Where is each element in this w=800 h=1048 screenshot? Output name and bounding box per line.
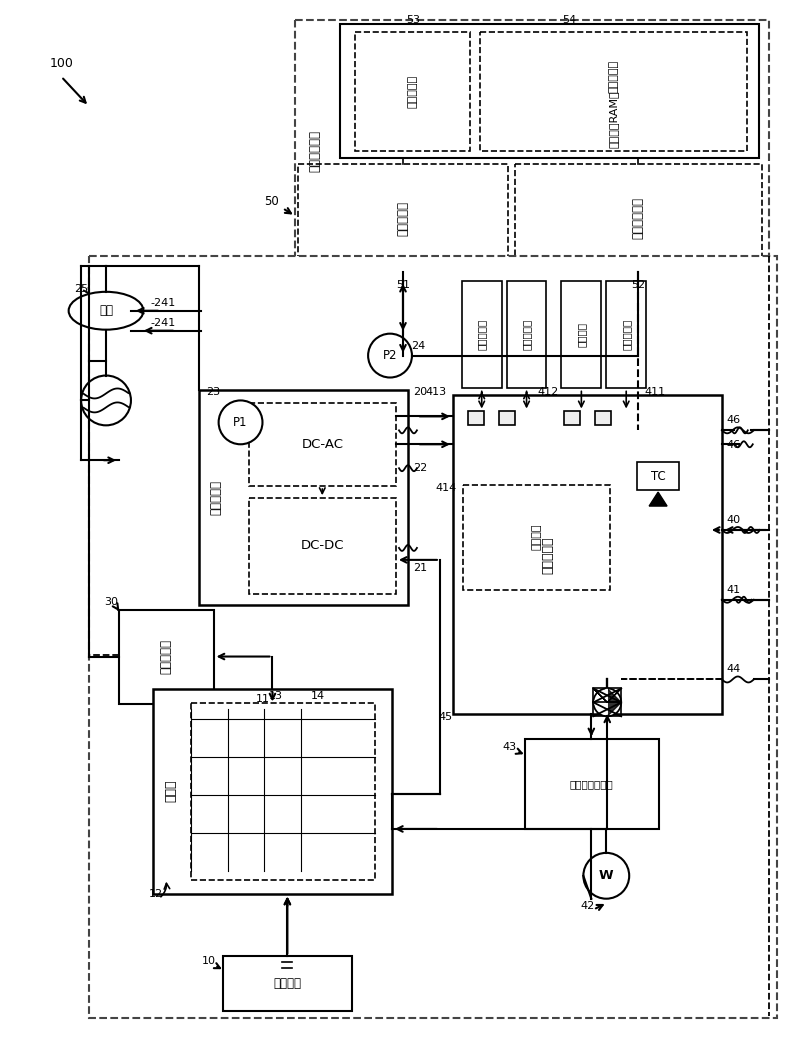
Bar (453, 395, 722, 715)
Bar (506, 281, 546, 389)
Circle shape (583, 853, 630, 899)
Bar (249, 498, 396, 594)
Text: 14: 14 (311, 692, 326, 701)
Text: 输出暖气水: 输出暖气水 (477, 319, 486, 350)
Circle shape (594, 689, 622, 717)
Circle shape (218, 400, 262, 444)
Text: TC: TC (650, 470, 666, 483)
Bar (565, 412, 580, 425)
Bar (249, 403, 396, 486)
Circle shape (81, 375, 131, 425)
Text: DC-AC: DC-AC (302, 438, 343, 451)
Text: 22: 22 (413, 463, 427, 474)
Bar (89, 256, 777, 1019)
Text: 45: 45 (438, 713, 453, 722)
Text: P1: P1 (234, 416, 248, 429)
Bar (222, 957, 352, 1011)
Text: 43: 43 (502, 742, 517, 752)
Text: 20: 20 (413, 388, 427, 397)
Text: 发电原料: 发电原料 (274, 977, 302, 990)
Text: 经济性识别器: 经济性识别器 (632, 197, 645, 239)
Text: 50: 50 (264, 195, 278, 208)
Text: 供给自来水: 供给自来水 (622, 319, 631, 350)
Bar (190, 703, 375, 879)
Text: W: W (599, 869, 614, 882)
Text: 54: 54 (562, 15, 577, 25)
Text: 30: 30 (104, 596, 118, 607)
Ellipse shape (69, 291, 143, 330)
Bar (462, 281, 502, 389)
Text: DC-DC: DC-DC (301, 540, 344, 552)
Text: 辅助设备: 辅助设备 (531, 524, 542, 550)
Bar (198, 391, 408, 605)
Bar (298, 165, 508, 271)
Text: 51: 51 (396, 280, 410, 290)
Text: 电力分配器: 电力分配器 (159, 639, 172, 674)
Text: 存储器（RAM）: 存储器（RAM） (608, 90, 618, 148)
Text: 25: 25 (74, 284, 88, 293)
Bar (498, 412, 514, 425)
Bar (462, 485, 610, 590)
Bar (637, 462, 679, 490)
Bar (340, 24, 758, 158)
Text: 23: 23 (206, 388, 220, 397)
Text: 53: 53 (406, 15, 420, 25)
Text: 21: 21 (413, 563, 427, 573)
Text: 10: 10 (202, 957, 216, 966)
Text: 燃料疵控制器: 燃料疵控制器 (309, 130, 322, 172)
Text: 回收暖气水: 回收暖气水 (522, 319, 531, 350)
Circle shape (368, 333, 412, 377)
Text: 46: 46 (726, 415, 741, 425)
Text: P2: P2 (382, 349, 398, 363)
Text: 12: 12 (149, 889, 163, 899)
Text: 46: 46 (726, 440, 741, 451)
Text: 24: 24 (411, 341, 425, 351)
Bar (606, 281, 646, 389)
Polygon shape (649, 493, 667, 506)
Bar (468, 412, 484, 425)
Text: 负载: 负载 (99, 304, 113, 318)
Polygon shape (594, 689, 607, 717)
Text: 41: 41 (726, 585, 741, 595)
Text: -241: -241 (150, 298, 175, 308)
Text: 13: 13 (269, 692, 282, 701)
Text: 数据处理机: 数据处理机 (608, 60, 618, 93)
Text: 电力转接器: 电力转接器 (209, 480, 222, 515)
Text: 412: 412 (538, 388, 559, 397)
Bar (295, 20, 769, 284)
Text: 空冷式热交换器: 空冷式热交换器 (570, 779, 614, 789)
Text: 414: 414 (435, 483, 457, 494)
Polygon shape (594, 689, 622, 702)
Bar (480, 31, 746, 151)
Bar (514, 165, 762, 271)
Bar (119, 610, 214, 704)
Text: 42: 42 (580, 900, 594, 911)
Bar (562, 281, 602, 389)
Text: 运转控制器: 运转控制器 (408, 75, 418, 108)
Text: 燃料疵: 燃料疵 (164, 780, 178, 803)
Bar (355, 31, 470, 151)
Text: 411: 411 (645, 388, 666, 397)
Text: 负载跟踪器: 负载跟踪器 (397, 200, 410, 236)
Text: -241: -241 (150, 318, 175, 328)
Text: 100: 100 (50, 57, 73, 70)
Text: 排出温水: 排出温水 (576, 322, 586, 347)
Bar (525, 739, 659, 829)
Bar (594, 689, 622, 717)
Text: 11: 11 (255, 695, 270, 704)
Text: 40: 40 (726, 515, 741, 525)
Text: 413: 413 (426, 388, 446, 397)
Bar (153, 690, 392, 894)
Bar (595, 412, 611, 425)
Text: 废热回收部: 废热回收部 (541, 537, 554, 573)
Polygon shape (607, 689, 622, 717)
Text: 44: 44 (726, 664, 741, 675)
Text: 52: 52 (631, 280, 646, 290)
